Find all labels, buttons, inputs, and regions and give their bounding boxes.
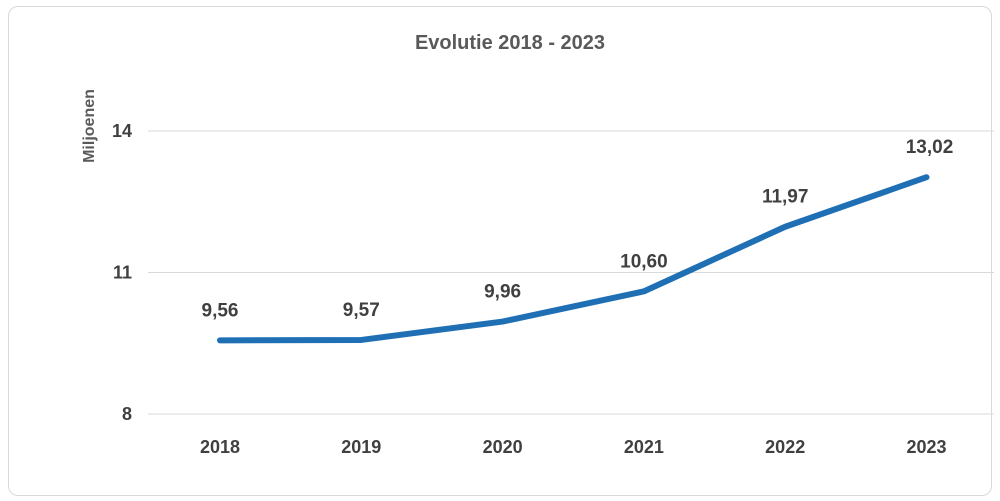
x-axis-ticks: 2018 2019 2020 2021 2022 2023 xyxy=(200,437,947,457)
y-tick-label: 8 xyxy=(122,404,132,424)
data-label: 13,02 xyxy=(906,137,954,158)
y-axis-ticks: 8 11 14 xyxy=(112,121,132,424)
data-label: 9,56 xyxy=(202,300,239,321)
chart-title: Evolutie 2018 - 2023 xyxy=(415,32,605,54)
x-tick-label: 2022 xyxy=(765,437,805,457)
data-label: 11,97 xyxy=(762,187,809,208)
series-line-group xyxy=(217,174,930,344)
y-tick-label: 11 xyxy=(113,263,132,283)
y-tick-label: 14 xyxy=(112,121,132,141)
gridlines xyxy=(148,130,994,415)
x-tick-label: 2020 xyxy=(483,437,523,457)
data-labels: 9,56 9,57 9,96 10,60 11,97 13,02 xyxy=(202,137,954,321)
data-label: 9,57 xyxy=(343,300,380,321)
series-line xyxy=(217,174,930,344)
data-label: 9,96 xyxy=(484,282,521,303)
y-axis-label: Miljoenen xyxy=(81,89,98,163)
x-tick-label: 2023 xyxy=(906,437,946,457)
x-tick-label: 2019 xyxy=(341,437,381,457)
x-tick-label: 2018 xyxy=(200,437,240,457)
data-label: 10,60 xyxy=(620,251,668,272)
x-tick-label: 2021 xyxy=(624,437,664,457)
